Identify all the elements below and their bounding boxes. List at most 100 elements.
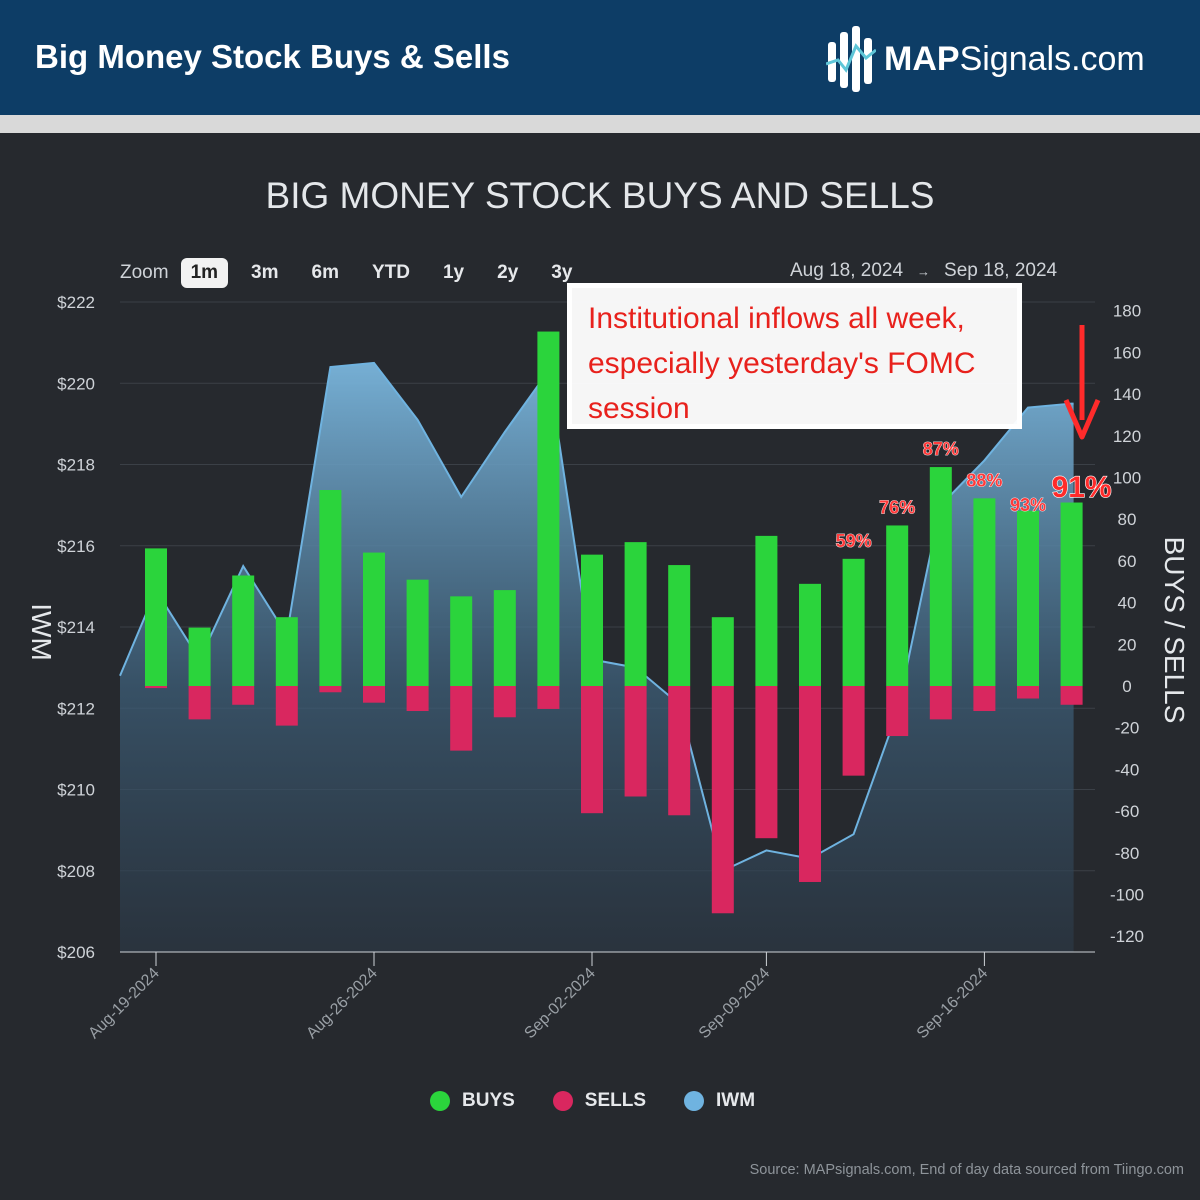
- zoom-6m-button[interactable]: 6m: [311, 262, 339, 283]
- sell-bar: [624, 686, 647, 797]
- legend-iwm[interactable]: IWM: [684, 1090, 755, 1112]
- right-tick-label: 20: [1118, 635, 1137, 654]
- legend-buys-label: BUYS: [462, 1090, 515, 1111]
- buy-bar: [1017, 510, 1039, 686]
- legend-iwm-label: IWM: [716, 1090, 756, 1111]
- right-tick-label: 40: [1118, 594, 1137, 613]
- brand-logo[interactable]: MAPSignals.com: [826, 24, 1145, 94]
- buy-bar: [842, 558, 865, 686]
- sell-bar: [232, 686, 255, 705]
- zoom-1y-button[interactable]: 1y: [442, 262, 465, 283]
- sells-dot-icon: [552, 1091, 573, 1111]
- sell-bar: [188, 686, 211, 720]
- right-tick-label: 60: [1118, 552, 1137, 571]
- red-arrow-head-icon: [1063, 399, 1101, 440]
- right-tick-label: 100: [1113, 469, 1141, 488]
- right-tick-label: -80: [1115, 844, 1140, 863]
- brand-name: MAPSignals.com: [884, 39, 1145, 78]
- sell-bar: [711, 686, 734, 914]
- range-to[interactable]: Sep 18, 2024: [944, 260, 1058, 281]
- right-axis-title: BUYS / SELLS: [1159, 537, 1190, 724]
- buy-bar: [537, 331, 560, 686]
- left-tick-label: $216: [57, 537, 95, 556]
- left-tick-label: $214: [57, 618, 95, 637]
- legend-sells[interactable]: SELLS: [552, 1090, 646, 1112]
- right-tick-label: 120: [1113, 427, 1141, 446]
- x-tick-label: Sep-09-2024: [696, 965, 774, 1043]
- iwm-dot-icon: [684, 1091, 705, 1111]
- annotation-box: Institutional inflows all week, especial…: [567, 283, 1022, 429]
- x-tick-label: Sep-16-2024: [914, 965, 992, 1043]
- right-tick-label: 180: [1113, 302, 1141, 321]
- zoom-bar: Zoom 1m 3m 6m YTD 1y 2y 3y: [120, 258, 595, 288]
- page-title: Big Money Stock Buys & Sells: [35, 38, 510, 75]
- buy-bar: [755, 535, 778, 686]
- zoom-label: Zoom: [120, 262, 169, 283]
- buy-bar: [624, 542, 647, 686]
- left-tick-label: $208: [57, 862, 95, 881]
- zoom-2y-button[interactable]: 2y: [497, 262, 519, 283]
- buy-bar: [929, 467, 952, 686]
- iwm-area: [120, 362, 1074, 952]
- header-bar: [0, 0, 1200, 115]
- legend-buys[interactable]: BUYS: [430, 1090, 515, 1112]
- x-tick-label: Sep-02-2024: [521, 965, 599, 1043]
- right-tick-label: 0: [1122, 677, 1131, 696]
- sell-bar: [1060, 686, 1083, 705]
- buy-percent-label: 87%: [923, 439, 959, 459]
- sell-bar: [842, 686, 865, 776]
- range-from[interactable]: Aug 18, 2024: [790, 260, 904, 281]
- right-tick-label: -100: [1110, 886, 1144, 905]
- sell-bar: [275, 686, 298, 726]
- zoom-ytd-button[interactable]: YTD: [371, 262, 410, 283]
- right-tick-label: -120: [1110, 927, 1144, 946]
- sell-bar: [493, 686, 516, 718]
- zoom-3m-button[interactable]: 3m: [251, 262, 279, 283]
- buy-percent-label: 59%: [836, 531, 872, 551]
- annotation-text: Institutional inflows all week, especial…: [588, 302, 976, 425]
- buy-bar: [450, 596, 473, 686]
- sell-bar: [1017, 686, 1039, 699]
- zoom-3y-button[interactable]: 3y: [551, 262, 573, 283]
- buy-bar: [188, 627, 211, 686]
- buy-percent-label: 93%: [1010, 495, 1046, 515]
- left-tick-label: $212: [57, 699, 95, 718]
- buy-bar: [232, 575, 255, 686]
- sell-bar: [973, 686, 996, 712]
- buy-bar: [711, 617, 734, 686]
- zoom-1m-button[interactable]: 1m: [180, 258, 229, 288]
- buy-bar: [493, 590, 516, 686]
- chart-legend: BUYS SELLS IWM: [430, 1090, 793, 1112]
- buys-dot-icon: [430, 1091, 450, 1111]
- buy-bar: [973, 498, 996, 686]
- buy-bar: [886, 525, 909, 686]
- left-tick-label: $210: [57, 781, 95, 800]
- right-tick-label: 80: [1118, 510, 1137, 529]
- buy-bar: [1060, 502, 1083, 686]
- signal-bars-icon: [826, 26, 876, 92]
- buy-bar: [145, 548, 167, 686]
- buy-percent-label: 76%: [879, 497, 915, 517]
- header-divider: [0, 115, 1200, 133]
- x-tick-label: Aug-19-2024: [85, 965, 163, 1043]
- sell-bar: [363, 686, 385, 703]
- buy-bar: [668, 565, 691, 686]
- buy-bar: [406, 579, 429, 686]
- sell-bar: [755, 686, 778, 839]
- sell-bar: [319, 686, 342, 693]
- left-tick-label: $206: [57, 943, 95, 962]
- buy-percent-label: 91%: [1052, 471, 1112, 504]
- left-tick-label: $220: [57, 374, 95, 393]
- sell-bar: [145, 686, 167, 689]
- left-tick-label: $218: [57, 456, 95, 475]
- left-axis-title: IWM: [26, 603, 57, 661]
- right-tick-label: 140: [1113, 385, 1141, 404]
- left-tick-label: $222: [57, 293, 95, 312]
- sell-bar: [929, 686, 952, 720]
- buy-bar: [319, 490, 342, 686]
- buy-bar: [363, 552, 385, 686]
- buy-bar: [275, 617, 298, 686]
- source-note: Source: MAPsignals.com, End of day data …: [749, 1162, 1184, 1178]
- buy-percent-label: 88%: [966, 470, 1002, 490]
